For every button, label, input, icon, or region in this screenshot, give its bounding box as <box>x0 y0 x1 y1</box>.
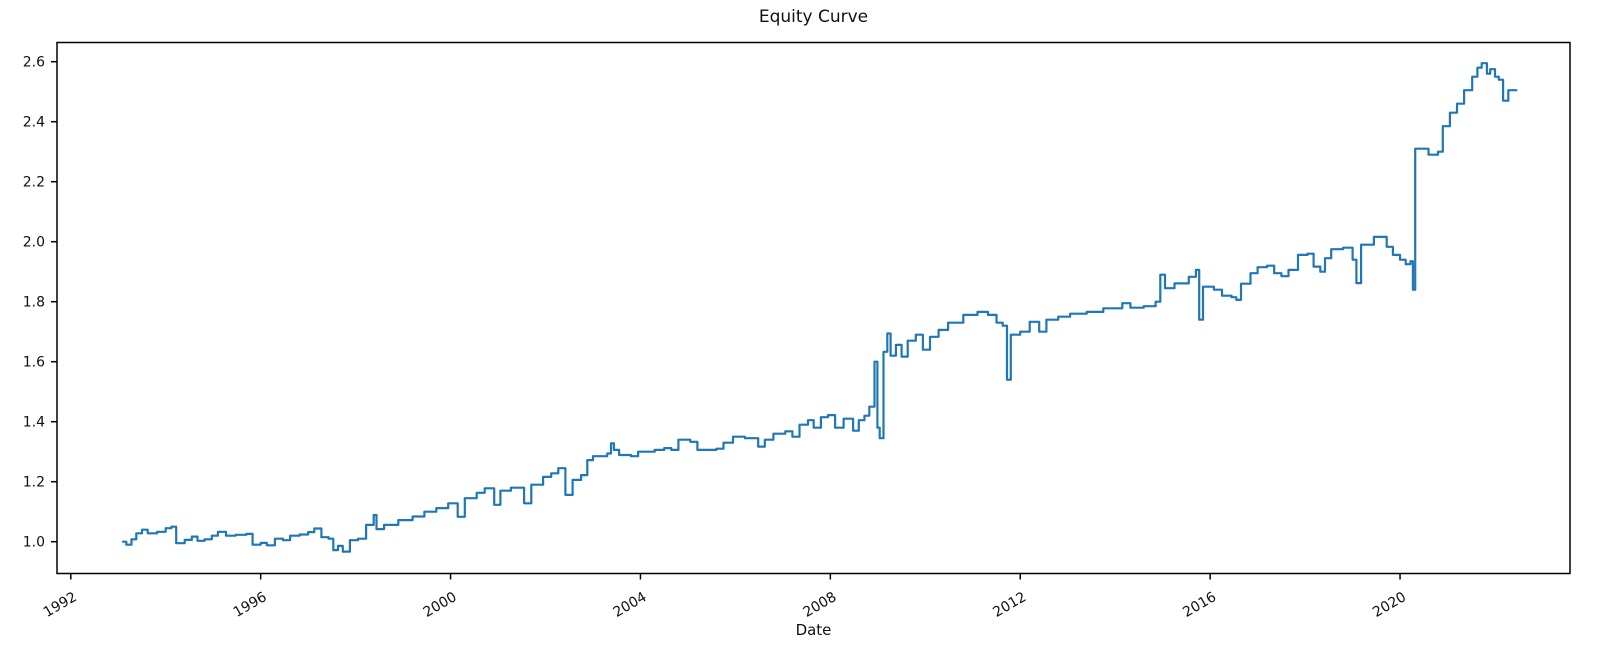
y-tick-label: 1.4 <box>23 415 45 431</box>
x-tick-label: 2004 <box>611 589 650 621</box>
x-axis-label: Date <box>795 621 832 639</box>
plot-border <box>56 41 1571 575</box>
x-tick-label: 2020 <box>1370 589 1409 621</box>
y-tick-label: 1.0 <box>23 535 45 551</box>
y-tick-label: 1.8 <box>23 295 45 311</box>
y-tick-label: 2.0 <box>23 235 45 251</box>
y-tick-label: 2.4 <box>23 115 45 131</box>
x-tick-label: 2000 <box>421 589 460 621</box>
x-tick-label: 1992 <box>41 589 80 621</box>
y-tick-label: 2.6 <box>23 55 45 71</box>
x-tick-label: 2012 <box>990 589 1029 621</box>
chart-title: Equity Curve <box>758 7 869 27</box>
x-tick-label: 2008 <box>800 589 839 621</box>
y-tick-label: 2.2 <box>23 175 45 191</box>
x-tick-label: 1996 <box>231 589 270 621</box>
y-tick-label: 1.2 <box>23 475 45 491</box>
x-tick-label: 2016 <box>1180 589 1219 621</box>
equity-curve-line <box>121 62 1518 553</box>
y-tick-label: 1.6 <box>23 355 45 371</box>
